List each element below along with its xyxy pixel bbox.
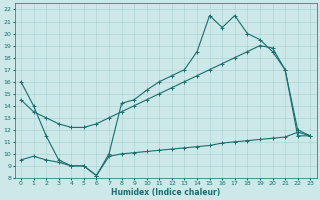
X-axis label: Humidex (Indice chaleur): Humidex (Indice chaleur)	[111, 188, 220, 197]
